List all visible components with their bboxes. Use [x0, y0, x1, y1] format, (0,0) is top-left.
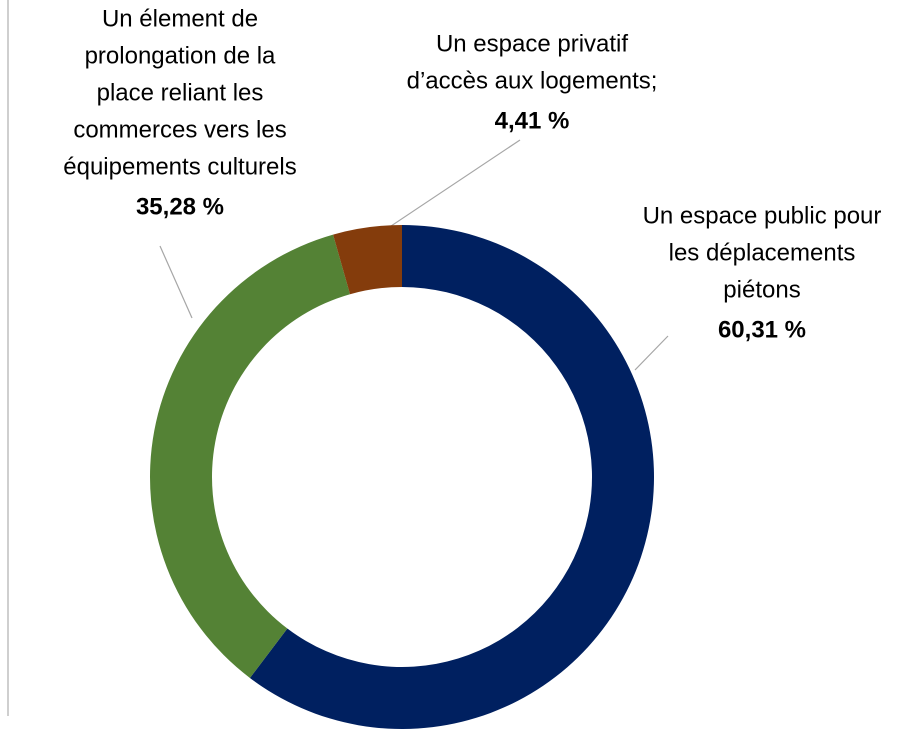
segment-label: piétons — [723, 276, 800, 303]
leader-line — [369, 139, 521, 241]
segment-label: Un élement de — [102, 5, 258, 32]
donut-segment — [333, 225, 402, 295]
segment-label: commerces vers les — [73, 116, 286, 143]
leader-line — [634, 335, 669, 371]
segment-label: les déplacements — [669, 239, 856, 266]
leader-line — [159, 245, 193, 319]
segment-label: Un espace public pour — [643, 202, 882, 229]
segment-label: d’accès aux logements; — [407, 67, 658, 94]
value-label: 60,31 % — [718, 316, 806, 343]
segment-label: prolongation de la — [85, 42, 276, 69]
segment-label: équipements culturels — [63, 153, 296, 180]
value-label: 35,28 % — [136, 193, 224, 220]
segment-label: place reliant les — [97, 79, 264, 106]
segment-label: Un espace privatif — [436, 30, 628, 57]
donut-segment — [249, 225, 654, 729]
donut-segment — [150, 234, 351, 678]
value-label: 4,41 % — [495, 107, 570, 134]
